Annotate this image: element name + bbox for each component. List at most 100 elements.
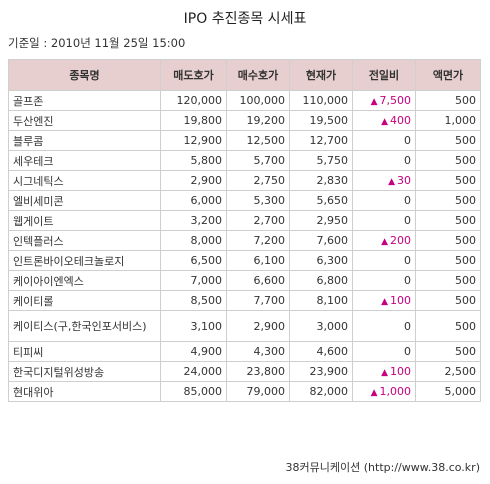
bid-price-cell: 79,000 — [226, 381, 290, 402]
change-value: 0 — [404, 154, 411, 167]
header-current-price: 현재가 — [289, 59, 353, 91]
stock-name-cell: 시그네틱스 — [8, 170, 161, 191]
stock-name-cell: 케이티스(구,한국인포서비스) — [8, 310, 161, 342]
stock-name-cell: 인트론바이오테크놀로지 — [8, 250, 161, 271]
ask-price-cell: 8,500 — [160, 290, 227, 311]
change-cell: 0 — [352, 130, 416, 151]
table-row: 인트론바이오테크놀로지 6,500 6,100 6,300 0 500 — [8, 250, 481, 271]
current-price-cell: 19,500 — [289, 110, 353, 131]
stock-name-cell: 엘비세미콘 — [8, 190, 161, 211]
header-par-value: 액면가 — [415, 59, 481, 91]
bid-price-cell: 4,300 — [226, 341, 290, 362]
current-price-cell: 5,650 — [289, 190, 353, 211]
change-cell: ▲ 400 — [352, 110, 416, 131]
change-value: 100 — [390, 365, 411, 378]
ask-price-cell: 24,000 — [160, 361, 227, 382]
change-value: 100 — [390, 294, 411, 307]
change-cell: ▲ 100 — [352, 290, 416, 311]
footer-source: 38커뮤니케이션 (http://www.38.co.kr) — [285, 461, 480, 474]
ask-price-cell: 12,900 — [160, 130, 227, 151]
stock-name-cell: 한국디지털위성방송 — [8, 361, 161, 382]
ask-price-cell: 6,500 — [160, 250, 227, 271]
current-price-cell: 110,000 — [289, 90, 353, 111]
current-price-cell: 7,600 — [289, 230, 353, 251]
bid-price-cell: 2,750 — [226, 170, 290, 191]
ask-price-cell: 3,100 — [160, 310, 227, 342]
change-cell: ▲ 30 — [352, 170, 416, 191]
up-triangle-icon: ▲ — [370, 97, 378, 107]
header-bid-price: 매수호가 — [226, 59, 290, 91]
bid-price-cell: 7,200 — [226, 230, 290, 251]
stock-name-cell: 인텍플러스 — [8, 230, 161, 251]
table-row: 현대위아 85,000 79,000 82,000 ▲ 1,000 5,000 — [8, 381, 481, 402]
table-row: 케이티스(구,한국인포서비스) 3,100 2,900 3,000 0 500 — [8, 310, 481, 342]
par-value-cell: 500 — [415, 270, 481, 291]
table-row: 티피씨 4,900 4,300 4,600 0 500 — [8, 341, 481, 362]
stock-name-cell: 웹게이트 — [8, 210, 161, 231]
bid-price-cell: 19,200 — [226, 110, 290, 131]
table-row: 한국디지털위성방송 24,000 23,800 23,900 ▲ 100 2,500 — [8, 361, 481, 382]
current-price-cell: 5,750 — [289, 150, 353, 171]
change-cell: 0 — [352, 150, 416, 171]
bid-price-cell: 7,700 — [226, 290, 290, 311]
bid-price-cell: 5,300 — [226, 190, 290, 211]
par-value-cell: 500 — [415, 190, 481, 211]
stock-name-cell: 세우테크 — [8, 150, 161, 171]
par-value-cell: 500 — [415, 310, 481, 342]
stock-name-cell: 블루콤 — [8, 130, 161, 151]
table-row: 세우테크 5,800 5,700 5,750 0 500 — [8, 150, 481, 171]
change-cell: ▲ 1,000 — [352, 381, 416, 402]
page-title: IPO 추진종목 시세표 — [183, 11, 307, 27]
par-value-cell: 500 — [415, 170, 481, 191]
bid-price-cell: 2,900 — [226, 310, 290, 342]
up-triangle-icon: ▲ — [381, 117, 388, 127]
change-value: 0 — [404, 345, 411, 358]
current-price-cell: 4,600 — [289, 341, 353, 362]
change-value: 0 — [404, 319, 411, 333]
change-value: 0 — [404, 134, 411, 147]
ask-price-cell: 85,000 — [160, 381, 227, 402]
par-value-cell: 500 — [415, 230, 481, 251]
table-row: 케이티롤 8,500 7,700 8,100 ▲ 100 500 — [8, 290, 481, 311]
par-value-cell: 500 — [415, 341, 481, 362]
bid-price-cell: 6,600 — [226, 270, 290, 291]
up-triangle-icon: ▲ — [388, 177, 395, 187]
stock-name-cell: 두산엔진 — [8, 110, 161, 131]
bid-price-cell: 6,100 — [226, 250, 290, 271]
base-date: 기준일 : 2010년 11월 25일 15:00 — [8, 36, 186, 50]
par-value-cell: 500 — [415, 130, 481, 151]
table-row: 골프존 120,000 100,000 110,000 ▲ 7,500 500 — [8, 90, 481, 111]
par-value-cell: 500 — [415, 250, 481, 271]
up-triangle-icon: ▲ — [381, 368, 388, 378]
table-header-row: 종목명 매도호가 매수호가 현재가 전일비 액면가 — [8, 59, 481, 91]
table-row: 웹게이트 3,200 2,700 2,950 0 500 — [8, 210, 481, 231]
change-cell: 0 — [352, 210, 416, 231]
ipo-price-table: 종목명 매도호가 매수호가 현재가 전일비 액면가 골프존 120,000 100,… — [8, 59, 481, 402]
current-price-cell: 2,950 — [289, 210, 353, 231]
header-ask-price: 매도호가 — [160, 59, 227, 91]
par-value-cell: 500 — [415, 290, 481, 311]
stock-name-cell: 케이아이엔엑스 — [8, 270, 161, 291]
current-price-cell: 6,800 — [289, 270, 353, 291]
change-value: 1,000 — [379, 385, 412, 398]
table-row: 시그네틱스 2,900 2,750 2,830 ▲ 30 500 — [8, 170, 481, 191]
stock-name-cell: 티피씨 — [8, 341, 161, 362]
bid-price-cell: 23,800 — [226, 361, 290, 382]
current-price-cell: 8,100 — [289, 290, 353, 311]
change-cell: ▲ 7,500 — [352, 90, 416, 111]
par-value-cell: 2,500 — [415, 361, 481, 382]
current-price-cell: 6,300 — [289, 250, 353, 271]
change-value: 0 — [404, 194, 411, 207]
table-row: 엘비세미콘 6,000 5,300 5,650 0 500 — [8, 190, 481, 211]
bid-price-cell: 100,000 — [226, 90, 290, 111]
par-value-cell: 5,000 — [415, 381, 481, 402]
ask-price-cell: 8,000 — [160, 230, 227, 251]
bid-price-cell: 2,700 — [226, 210, 290, 231]
change-cell: 0 — [352, 341, 416, 362]
change-cell: ▲ 100 — [352, 361, 416, 382]
ask-price-cell: 7,000 — [160, 270, 227, 291]
stock-name-cell: 현대위아 — [8, 381, 161, 402]
bid-price-cell: 12,500 — [226, 130, 290, 151]
par-value-cell: 500 — [415, 90, 481, 111]
par-value-cell: 500 — [415, 150, 481, 171]
